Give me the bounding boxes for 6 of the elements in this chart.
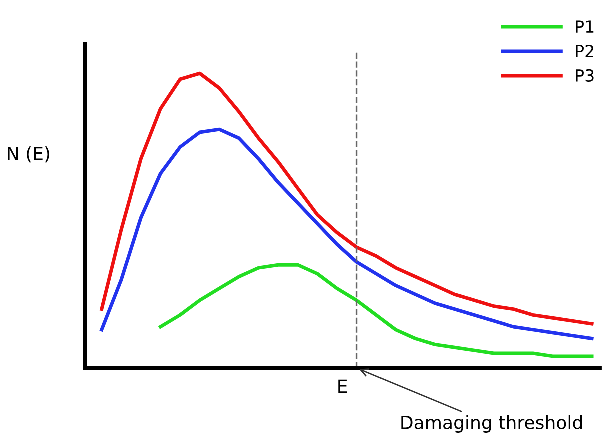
text: Damaging threshold — [402, 415, 582, 433]
y-axis-title: N (E) — [8, 146, 50, 163]
x-axis-title: E — [338, 380, 348, 394]
legend-label: P1 — [576, 20, 594, 33]
legend-label: P2 — [576, 44, 594, 58]
legend-label: P3 — [576, 69, 594, 82]
